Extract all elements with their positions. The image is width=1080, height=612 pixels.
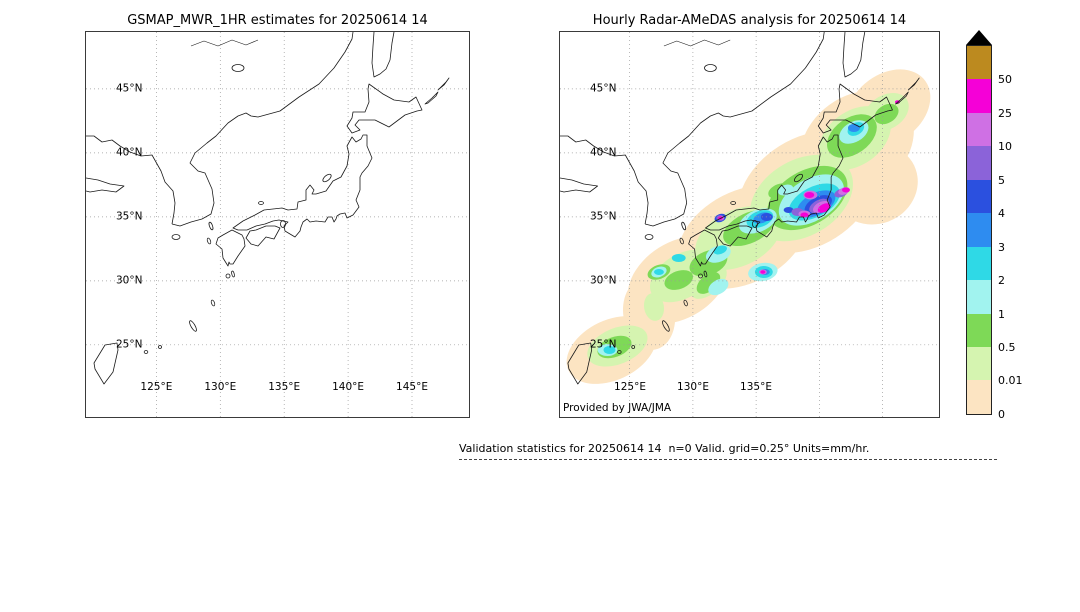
colorbar-tick-label: 25	[998, 106, 1012, 120]
colorbar-tick-label: 0	[998, 407, 1005, 421]
lat-tick-label: 35°N	[590, 210, 617, 223]
precipitation-field	[566, 69, 931, 384]
provided-by-credit: Provided by JWA/JMA	[563, 402, 672, 414]
lon-tick-label: 125°E	[140, 381, 173, 393]
colorbar-tick-label: 4	[998, 207, 1005, 221]
radar-panel-title: Hourly Radar-AMeDAS analysis for 2025061…	[592, 13, 907, 28]
colorbar-overflow-arrow-icon	[966, 30, 992, 45]
colorbar-block: 0.5	[967, 313, 1016, 354]
dashed-separator	[459, 459, 997, 460]
colorbar-block: 0.01	[967, 346, 1023, 387]
colorbar-block: 4	[967, 179, 1005, 220]
lon-tick-label: 135°E	[740, 381, 772, 393]
lon-tick-label: 140°E	[332, 381, 365, 393]
colorbar-tick-label: 3	[998, 240, 1005, 254]
colorbar-block: 25	[967, 79, 1012, 120]
colorbar-tick-label: 2	[998, 274, 1005, 288]
lat-tick-label: 25°N	[590, 338, 617, 351]
lat-tick-label: 40°N	[116, 146, 143, 159]
gsmap-map-svg	[86, 32, 469, 417]
colorbar-scale: 50 25 10 5 4 3 2 1 0.5 0.01 0	[966, 45, 1023, 421]
colorbar: 50 25 10 5 4 3 2 1 0.5 0.01 0	[966, 30, 1023, 421]
lon-tick-label: 145°E	[396, 381, 428, 393]
lat-tick-label: 30°N	[116, 274, 143, 287]
lat-tick-label: 45°N	[590, 82, 617, 95]
colorbar-block: 50	[967, 46, 1012, 86]
colorbar-block: 10	[967, 112, 1012, 153]
colorbar-tick-label: 0.01	[998, 374, 1023, 388]
validation-stats-text: Validation statistics for 20250614 14 n=…	[459, 442, 870, 455]
lat-tick-label: 35°N	[116, 210, 143, 223]
lat-tick-label: 45°N	[116, 82, 143, 95]
colorbar-block: 5	[967, 146, 1005, 187]
lat-tick-label: 40°N	[590, 146, 617, 159]
radar-map-svg	[560, 32, 939, 417]
lat-tick-label: 25°N	[116, 338, 143, 351]
colorbar-tick-label: 50	[998, 73, 1012, 87]
colorbar-tick-label: 5	[998, 173, 1005, 187]
radar-map: 45°N 40°N 35°N 30°N 25°N 125°E 130°E 135…	[559, 31, 940, 418]
lon-tick-label: 135°E	[268, 381, 301, 393]
lon-tick-label: 125°E	[614, 381, 646, 393]
lon-tick-label: 130°E	[204, 381, 237, 393]
colorbar-block: 2	[967, 246, 1005, 287]
colorbar-tick-label: 10	[998, 140, 1012, 154]
colorbar-tick-label: 0.5	[998, 340, 1016, 354]
lat-tick-label: 30°N	[590, 274, 617, 287]
colorbar-block: 1	[967, 280, 1005, 321]
colorbar-block: 3	[967, 213, 1005, 254]
gsmap-map: 45°N 40°N 35°N 30°N 25°N 125°E 130°E 135…	[85, 31, 470, 418]
lon-tick-label: 130°E	[677, 381, 709, 393]
colorbar-tick-label: 1	[998, 307, 1005, 321]
gsmap-panel-title: GSMAP_MWR_1HR estimates for 20250614 14	[127, 13, 428, 28]
colorbar-block: 0	[967, 380, 1005, 421]
